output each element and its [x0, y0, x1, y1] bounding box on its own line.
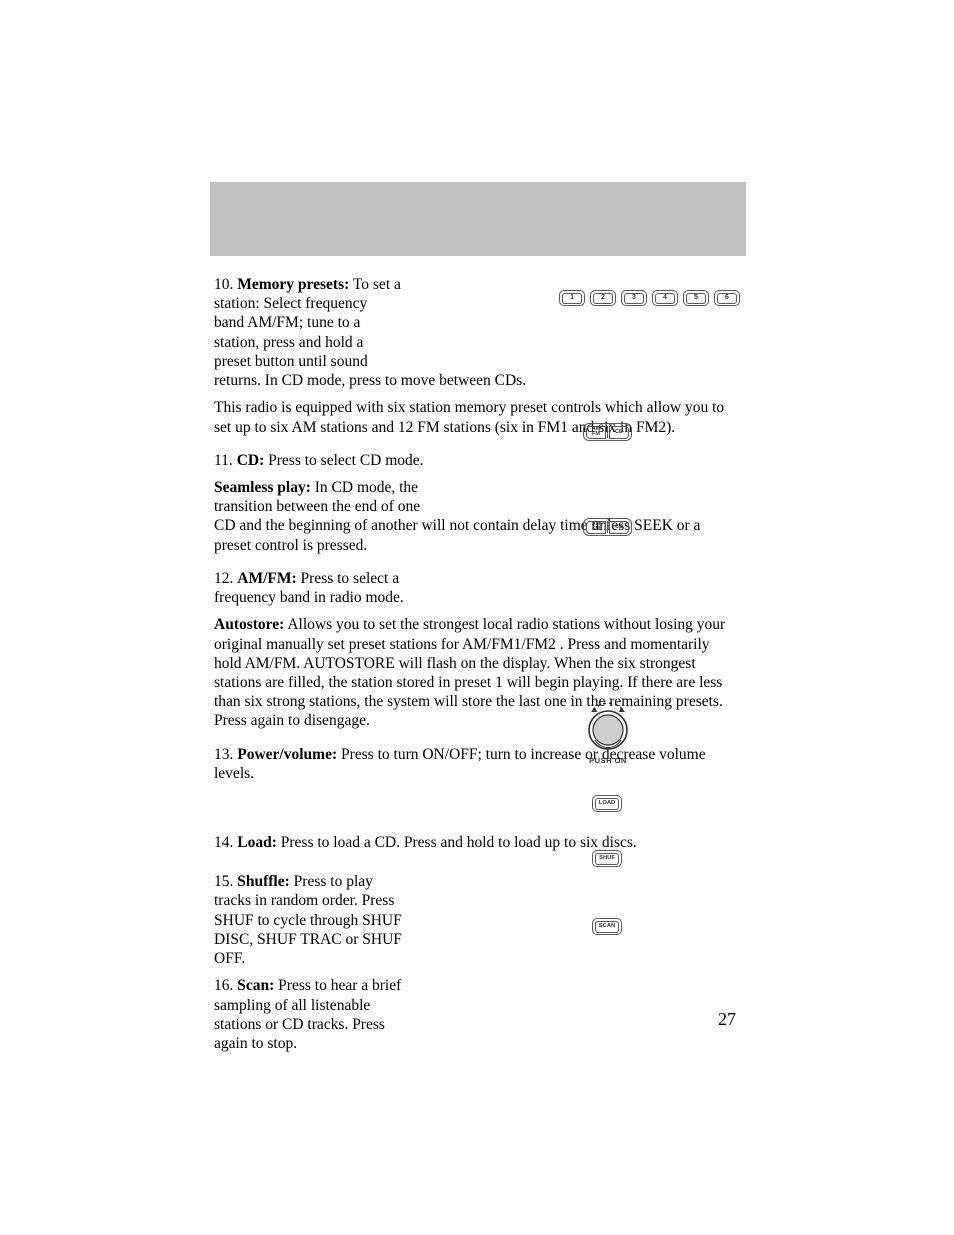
- amfm-text: AMFM: [592, 427, 601, 437]
- item-15-para: 15. Shuffle: Press to play tracks in ran…: [214, 872, 404, 968]
- pill-separator: [607, 521, 608, 533]
- item-text: Press to load a CD. Press and hold to lo…: [277, 834, 637, 851]
- preset-buttons-figure: 1 2 3 4 5 6: [559, 290, 740, 306]
- scan-button-figure: SCAN: [592, 918, 622, 935]
- item-label: Memory presets:: [237, 276, 349, 293]
- sub-label: Seamless play:: [214, 479, 311, 496]
- sub-label: Autostore:: [214, 616, 284, 633]
- content-column: 1 2 3 4 5 6 10. Memory presets: To set a…: [214, 275, 740, 1061]
- preset-label: 1: [562, 293, 582, 304]
- preset-label: 4: [655, 293, 675, 304]
- item-number: 16.: [214, 977, 233, 994]
- preset-button-icon: 2: [590, 290, 616, 306]
- sub-text: Allows you to set the strongest local ra…: [214, 616, 725, 729]
- shuffle-button-label: SHUF: [595, 853, 619, 865]
- amfm-text: AMFM: [592, 522, 601, 532]
- volume-knob-icon: [580, 700, 636, 752]
- item-number: 11.: [214, 452, 233, 469]
- amfm-half: AMFM: [586, 521, 606, 534]
- item-number: 12.: [214, 570, 233, 587]
- scan-button-label: SCAN: [595, 921, 619, 933]
- header-bar: [210, 182, 746, 256]
- wrap-box: station: Select frequency band AM/FM; tu…: [214, 294, 394, 371]
- preset-label: 6: [717, 293, 737, 304]
- item-13-para: 13. Power/volume: Press to turn ON/OFF; …: [214, 745, 740, 783]
- amfm-cd-pill-icon: AMFM CD: [583, 518, 632, 536]
- preset-button-icon: 5: [683, 290, 709, 306]
- page-number: 27: [718, 1009, 736, 1030]
- load-button-icon: LOAD: [592, 795, 622, 812]
- load-button-label: LOAD: [595, 798, 619, 810]
- preset-button-icon: 4: [652, 290, 678, 306]
- item-label: Shuffle:: [237, 873, 290, 890]
- item-12-para: 12. AM/FM: Press to select afrequency ba…: [214, 569, 740, 607]
- item-number: 15.: [214, 873, 233, 890]
- amfm-cd-figure-amfm: AMFM CD: [583, 518, 632, 536]
- preset-label: 5: [686, 293, 706, 304]
- push-on-label: PUSH ON: [578, 756, 638, 765]
- item-text: To set a: [349, 276, 401, 293]
- preset-label: 2: [593, 293, 613, 304]
- amfm-half: AMFM: [586, 426, 606, 439]
- item-14-para: 14. Load: Press to load a CD. Press and …: [214, 833, 740, 852]
- item-label: Power/volume:: [237, 746, 337, 763]
- item-10-para2: This radio is equipped with six station …: [214, 398, 740, 436]
- page: 1 2 3 4 5 6 10. Memory presets: To set a…: [0, 0, 954, 1235]
- shuffle-button-figure: SHUF: [592, 850, 622, 867]
- item-number: 14.: [214, 834, 233, 851]
- preset-label: 3: [624, 293, 644, 304]
- amfm-cd-figure-cd: AMFM CD: [583, 423, 632, 441]
- scan-button-icon: SCAN: [592, 918, 622, 935]
- item-label: Scan:: [237, 977, 274, 994]
- preset-button-icon: 1: [559, 290, 585, 306]
- pill-separator: [607, 426, 608, 438]
- item-11-para: 11. CD: Press to select CD mode.: [214, 451, 740, 470]
- item-number: 10.: [214, 276, 233, 293]
- item-label: Load:: [237, 834, 277, 851]
- cd-half: CD: [609, 426, 629, 439]
- load-button-figure: LOAD: [592, 795, 622, 812]
- power-knob-figure: PUSH ON: [578, 700, 638, 765]
- preset-button-icon: 6: [714, 290, 740, 306]
- item-text-cont: returns. In CD mode, press to move betwe…: [214, 372, 526, 389]
- shuffle-button-icon: SHUF: [592, 850, 622, 867]
- item-label: CD:: [237, 452, 265, 469]
- item-16-para: 16. Scan: Press to hear a brief sampling…: [214, 976, 404, 1053]
- item-11-seamless: Seamless play: In CD mode, thetransition…: [214, 478, 740, 555]
- item-text: Press to select CD mode.: [264, 452, 423, 469]
- preset-button-icon: 3: [621, 290, 647, 306]
- item-label: AM/FM:: [237, 570, 296, 587]
- amfm-cd-pill-icon: AMFM CD: [583, 423, 632, 441]
- cd-half-dim: CD: [609, 521, 629, 534]
- item-12-autostore: Autostore: Allows you to set the stronge…: [214, 615, 740, 730]
- item-number: 13.: [214, 746, 233, 763]
